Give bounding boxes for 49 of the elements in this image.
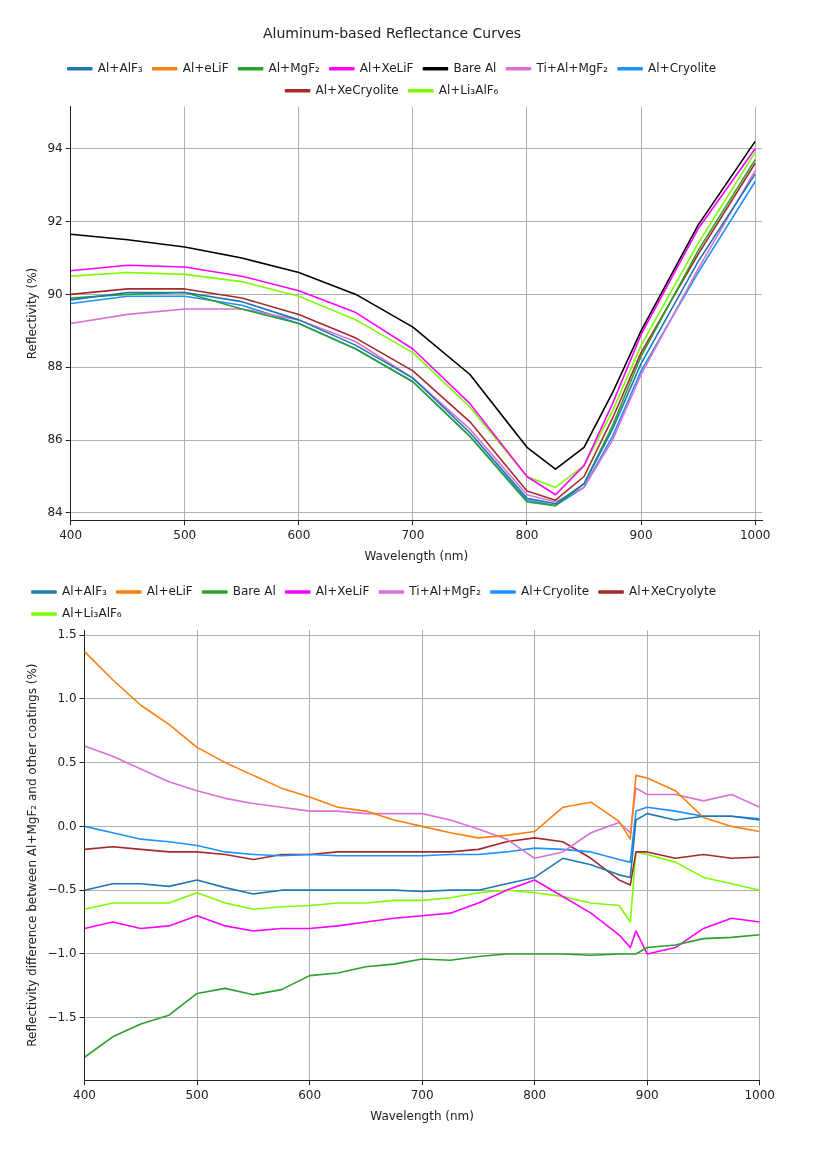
x-tick-label: 900 [629,527,653,542]
legend-label: Al+XeLiF [315,584,370,599]
x-tick-label: 400 [73,1087,96,1102]
legend-label: Al+XeCryolyte [629,584,717,599]
x-tick-label: 700 [401,527,425,542]
legend-label: Al+Li₃AlF₆ [62,606,122,621]
y-tick-label: 0.0 [57,818,77,833]
x-tick-label: 700 [410,1087,434,1102]
x-tick-label: 500 [173,527,197,542]
y-tick-label: −1.5 [47,1009,77,1024]
y-tick-label: −0.5 [47,882,77,897]
x-tick-label: 900 [635,1087,659,1102]
x-tick-label: 400 [59,527,83,542]
x-tick-label: 800 [515,527,539,542]
y-tick-label: 84 [47,505,63,520]
legend-label: Al+XeLiF [359,60,414,75]
y-tick-label: 88 [47,359,63,374]
y-tick-label: 1.0 [57,690,77,705]
y-axis-title: Reflectivity difference between Al+MgF₂ and other coatings (%) [25,663,40,1047]
x-tick-label: 600 [298,1087,322,1102]
x-tick-label: 1000 [739,527,771,542]
chart-title: Aluminum-based Reflectance Curves [262,25,522,42]
legend-label: Ti+Al+MgF₂ [535,60,609,75]
legend-label: Al+eLiF [146,584,193,599]
x-axis-title: Wavelength (nm) [364,548,469,563]
y-tick-label: 92 [47,213,63,228]
y-tick-label: 86 [47,432,63,447]
x-axis-title: Wavelength (nm) [370,1108,474,1123]
legend-label: Bare Al [232,584,276,599]
y-tick-label: −1.0 [47,946,77,961]
y-tick-label: 1.5 [57,627,77,642]
legend-label: Al+MgF₂ [268,60,321,75]
legend-label: Al+XeCryolite [315,82,399,97]
y-tick-label: 94 [47,140,63,155]
x-tick-label: 800 [523,1087,547,1102]
y-axis-title: Reflectivity (%) [25,267,40,360]
x-tick-label: 500 [185,1087,209,1102]
legend-label: Al+AlF₃ [62,584,108,599]
legend-label: Al+Cryolite [648,60,717,75]
legend-label: Al+eLiF [182,60,229,75]
y-tick-label: 0.5 [57,754,77,769]
legend-label: Ti+Al+MgF₂ [408,584,482,599]
y-tick-label: 90 [47,286,63,301]
legend-label: Al+AlF₃ [97,60,143,75]
legend-label: Al+Cryolite [520,584,590,599]
x-tick-label: 1000 [744,1087,775,1102]
legend-label: Bare Al [453,60,497,75]
x-tick-label: 600 [287,527,311,542]
legend-label: Al+Li₃AlF₆ [438,82,499,97]
